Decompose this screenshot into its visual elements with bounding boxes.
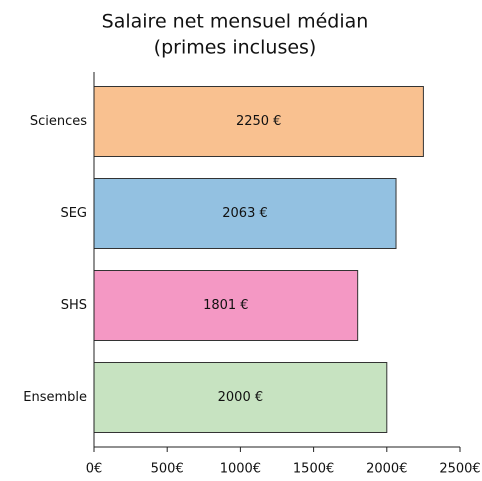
bar xyxy=(93,86,424,157)
y-tick-label: SHS xyxy=(61,298,87,313)
y-tick-label: Sciences xyxy=(30,114,87,129)
chart-title: Salaire net mensuel médian xyxy=(102,11,369,33)
y-tick-label: Ensemble xyxy=(23,390,87,405)
x-tick-label: 0€ xyxy=(86,462,103,477)
value-label: 2000 € xyxy=(218,390,264,405)
x-tick-label: 500€ xyxy=(151,462,184,477)
bar xyxy=(93,362,388,433)
x-tick-label: 1500€ xyxy=(293,462,334,477)
chart-subtitle: (primes incluses) xyxy=(154,37,317,59)
x-tick-label: 2500€ xyxy=(439,462,480,477)
x-tick-label: 1000€ xyxy=(220,462,261,477)
bar xyxy=(93,270,359,341)
value-label: 2250 € xyxy=(236,114,282,129)
x-tick-label: 2000€ xyxy=(366,462,407,477)
bar xyxy=(93,178,397,249)
value-label: 1801 € xyxy=(203,298,249,313)
value-label: 2063 € xyxy=(222,206,268,221)
y-tick-label: SEG xyxy=(60,206,87,221)
